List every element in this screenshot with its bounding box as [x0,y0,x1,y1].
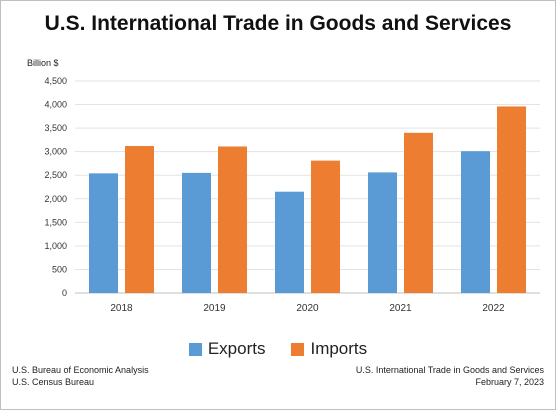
y-tick-label: 3,000 [44,147,67,157]
bar-imports-2021 [404,132,433,293]
y-tick-label: 2,500 [44,170,67,180]
x-tick-label: 2021 [389,303,412,314]
y-tick-label: 4,000 [44,100,67,110]
y-tick-label: 2,000 [44,194,67,204]
release-title: U.S. International Trade in Goods and Se… [355,365,544,375]
bar-exports-2019 [182,172,211,293]
legend-swatch-imports [291,342,305,356]
chart-title: U.S. International Trade in Goods and Se… [44,12,512,35]
legend: Exports Imports [0,339,556,359]
bar-exports-2021 [368,172,397,293]
source-line-census: U.S. Census Bureau [12,377,95,387]
y-tick-label: 500 [52,264,67,274]
bar-exports-2018 [89,173,118,293]
x-tick-label: 2020 [296,303,319,314]
y-tick-label: 1,000 [44,241,67,251]
source-credit: U.S. Bureau of Economic Analysis U.S. Ce… [12,364,149,388]
release-info: U.S. International Trade in Goods and Se… [356,364,544,388]
y-tick-label: 3,500 [44,123,67,133]
bar-exports-2020 [275,191,304,293]
y-tick-label: 0 [62,288,67,298]
legend-item-exports: Exports [188,339,266,359]
bar-exports-2022 [461,151,490,293]
y-tick-label: 1,500 [44,217,67,227]
legend-label-imports: Imports [310,339,368,358]
x-tick-label: 2019 [203,303,226,314]
source-line-bea: U.S. Bureau of Economic Analysis [12,365,149,375]
bar-imports-2022 [497,106,526,293]
legend-swatch-exports [188,342,202,356]
bar-imports-2020 [311,160,340,293]
y-tick-label: 4,500 [44,76,67,86]
bar-imports-2019 [218,146,247,293]
x-tick-label: 2022 [482,303,505,314]
y-axis-unit-label: Billion $ [27,58,59,68]
legend-item-imports: Imports [291,339,367,359]
release-date: February 7, 2023 [475,377,544,387]
x-tick-label: 2018 [110,303,133,314]
legend-label-exports: Exports [207,339,266,358]
bar-imports-2018 [125,146,154,293]
